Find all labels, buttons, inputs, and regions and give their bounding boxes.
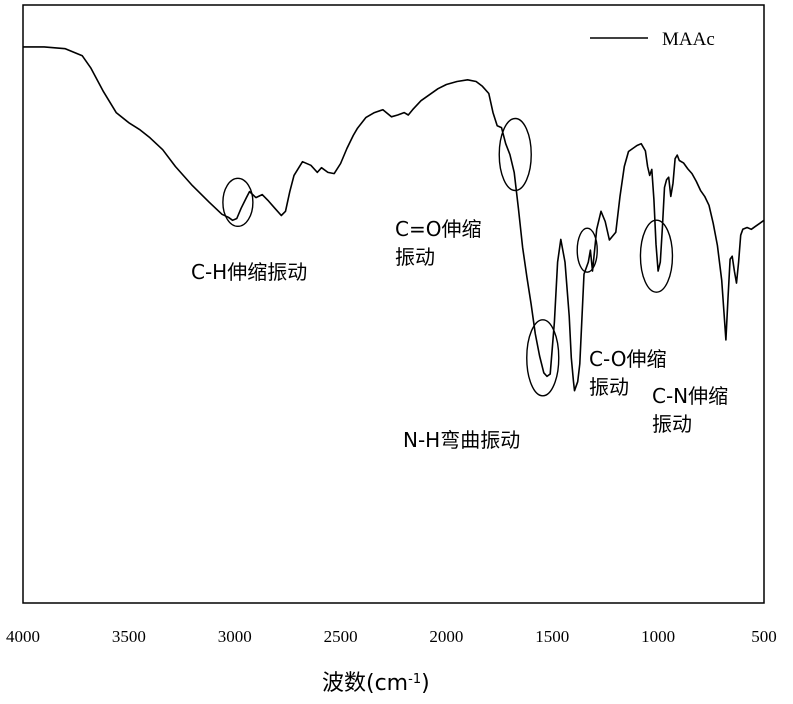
annotation-label: C-N伸缩	[652, 384, 728, 408]
annotation-ellipse	[639, 219, 674, 293]
annotation-label: C-H伸缩振动	[191, 260, 307, 284]
annotation-label: 振动	[652, 412, 692, 436]
x-tick-label: 500	[751, 627, 777, 646]
x-tick-label: 1000	[641, 627, 675, 646]
x-tick-label: 2000	[429, 627, 463, 646]
x-tick-label: 4000	[6, 627, 40, 646]
x-tick-label: 2500	[324, 627, 358, 646]
legend: MAAc	[590, 29, 715, 50]
annotation-ellipse	[498, 117, 532, 192]
series-line-maac	[23, 46, 765, 392]
x-axis-title: 波数(cm-1)	[322, 671, 430, 696]
plot-frame	[22, 4, 765, 604]
x-axis-title-sup: -1	[408, 672, 421, 687]
legend-label: MAAc	[662, 29, 715, 50]
x-tick-label: 1500	[535, 627, 569, 646]
x-tick-label: 3000	[218, 627, 252, 646]
annotation-ellipse	[526, 319, 560, 397]
x-axis-title-main: 波数(cm	[322, 671, 408, 696]
annotation-label: 振动	[589, 375, 629, 399]
x-tick-label: 3500	[112, 627, 146, 646]
x-axis-title-close: )	[421, 671, 430, 696]
annotation-ellipse	[576, 227, 598, 273]
annotation-label: C=O伸缩	[395, 217, 481, 241]
annotation-label: 振动	[395, 245, 435, 269]
annotation-label: N-H弯曲振动	[403, 428, 520, 452]
annotation-label: C-O伸缩	[589, 347, 666, 371]
annotation-ellipse	[222, 177, 254, 228]
x-tick-labels: 4000 3500 3000 2500 2000 1500 1000 500	[6, 627, 777, 646]
